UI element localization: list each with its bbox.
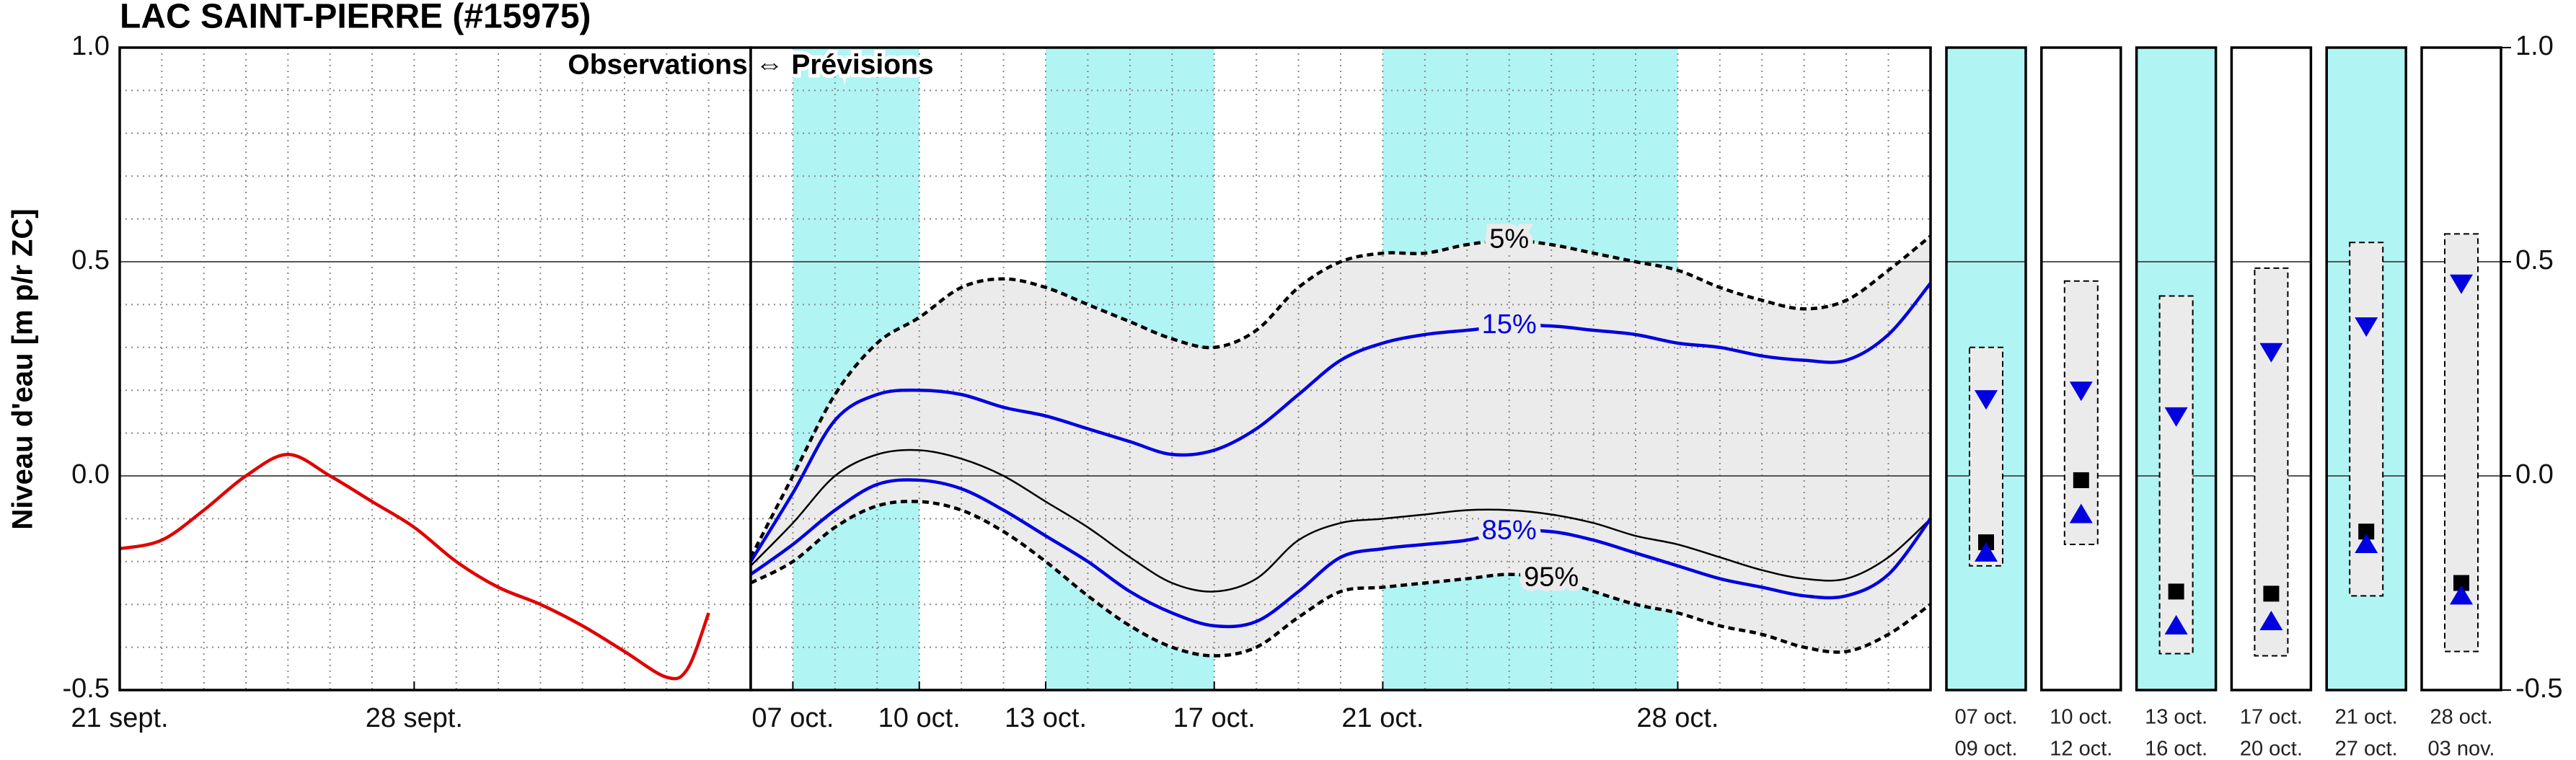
period-start: 13 oct. (2145, 706, 2207, 729)
panel-frame (2325, 46, 2407, 691)
y-tick-label: 0.5 (2515, 245, 2554, 275)
p15-marker (2164, 407, 2188, 427)
median-marker (2073, 472, 2089, 488)
panel-frame (1945, 46, 2027, 691)
series-line (749, 282, 1932, 562)
x-tick-label: 13 oct. (1005, 703, 1087, 733)
series-label: 15% (1482, 309, 1537, 340)
x-tick-label: 07 oct. (751, 703, 834, 733)
p15-marker (2450, 274, 2473, 294)
median-marker (2263, 586, 2280, 602)
p15-marker (1975, 390, 1998, 410)
series-label: 5% (1489, 224, 1529, 254)
period-start: 10 oct. (2050, 706, 2112, 729)
p85-marker (2164, 614, 2188, 635)
p85-marker (2259, 610, 2283, 630)
period-start: 28 oct. (2430, 706, 2492, 729)
period-start: 07 oct. (1954, 706, 2017, 729)
y-tick-label: -0.5 (63, 673, 110, 704)
y-tick-label: 0.0 (2515, 459, 2554, 490)
period-end: 20 oct. (2240, 738, 2303, 760)
x-tick-label: 21 oct. (1341, 703, 1424, 733)
y-tick-label: -0.5 (2515, 673, 2562, 704)
y-tick-label: 0.5 (71, 245, 110, 275)
series-line (749, 478, 1932, 629)
panel-frame (2230, 46, 2313, 691)
y-axis-label: Niveau d'eau [m p/r ZC] (7, 208, 39, 529)
period-end: 16 oct. (2145, 738, 2207, 760)
plot-frame (749, 46, 1932, 691)
x-tick-label: 21 sept. (71, 703, 168, 733)
period-end: 27 oct. (2335, 738, 2398, 760)
period-end: 03 nov. (2428, 738, 2495, 760)
x-tick-label: 28 oct. (1636, 703, 1719, 733)
series-label: 85% (1482, 515, 1537, 545)
period-end: 12 oct. (2050, 738, 2112, 760)
y-tick-label: 0.0 (71, 459, 110, 490)
y-tick-label: 1.0 (2515, 31, 2554, 61)
series-label: 95% (1524, 562, 1579, 593)
series-line (749, 234, 1932, 558)
panel-frame (2420, 46, 2502, 691)
p15-marker (2355, 317, 2378, 337)
p85-marker (2355, 534, 2378, 554)
panel-frame (2040, 46, 2122, 691)
x-tick-label: 17 oct. (1173, 703, 1256, 733)
range-box (1969, 346, 2003, 567)
period-start: 21 oct. (2335, 706, 2398, 729)
range-box (2158, 295, 2194, 655)
period-start: 17 oct. (2240, 706, 2303, 729)
p15-marker (2069, 381, 2093, 402)
panel-frame (2135, 46, 2218, 691)
x-tick-label: 28 sept. (366, 703, 463, 733)
median-marker (2453, 575, 2469, 591)
plot-background (120, 48, 751, 690)
x-tick-label: 10 oct. (878, 703, 961, 733)
p85-marker (1975, 542, 1998, 562)
series-line (750, 449, 1931, 593)
p85-marker (2069, 503, 2093, 523)
range-box (2063, 280, 2099, 546)
period-end: 09 oct. (1954, 738, 2017, 760)
y-tick-label: 1.0 (71, 31, 110, 61)
p15-marker (2259, 343, 2283, 363)
series-line (119, 453, 710, 681)
p85-marker (2450, 585, 2473, 605)
median-marker (2358, 523, 2375, 540)
median-marker (2168, 583, 2184, 600)
chart-title: LAC SAINT-PIERRE (#15975) (120, 0, 591, 36)
